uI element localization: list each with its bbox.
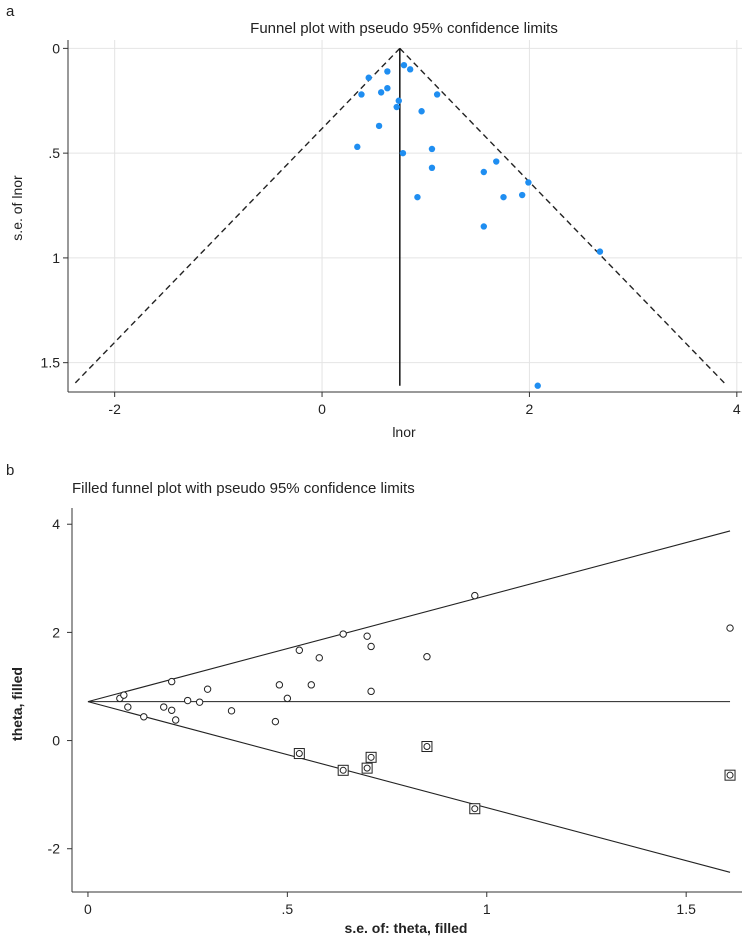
panel-a-study-point	[399, 149, 407, 157]
panel-b-imputed-study-point	[471, 805, 479, 813]
panel-a-study-point	[534, 382, 541, 389]
panel-a-study-point	[428, 164, 436, 172]
panel-b-title: Filled funnel plot with pseudo 95% confi…	[72, 480, 415, 497]
panel-a-study-point	[418, 108, 425, 115]
panel-a-study-point	[480, 223, 488, 230]
panel-b-x-axis-label: s.e. of: theta, filled	[345, 920, 468, 936]
panel-b-y-tick-label: 0	[52, 733, 60, 749]
panel-b-observed-study-point	[307, 681, 315, 689]
panel-a-x-tick-label: 0	[318, 401, 326, 417]
panel-a-study-point	[500, 193, 507, 201]
panel-b-imputed-study-point	[423, 743, 431, 751]
panel-b-observed-study-point	[120, 691, 128, 699]
panel-b-y-tick-label: -2	[48, 841, 61, 857]
panel-b-y-tick-label: 4	[52, 516, 60, 532]
panel-b-observed-study-point	[168, 706, 176, 714]
panel-b-y-tick-label: 2	[52, 624, 60, 640]
panel-a-study-point	[358, 91, 365, 98]
panel-a-study-point	[377, 89, 385, 96]
panel-a-title: Funnel plot with pseudo 95% confidence l…	[250, 20, 558, 37]
panel-b-imputed-study-point	[367, 753, 375, 761]
panel-b-observed-study-point	[183, 696, 192, 705]
panel-b-observed-study-point	[339, 630, 347, 638]
panel-a-study-point	[428, 145, 436, 153]
panel-b-x-tick-label: .5	[282, 901, 294, 917]
panel-a-study-point	[414, 193, 421, 201]
panel-b-x-tick-label: 1.5	[676, 901, 696, 917]
panel-a-y-tick-label: 1.5	[41, 355, 61, 371]
panel-a-x-axis-label: lnor	[392, 424, 416, 440]
panel-a-study-point	[525, 179, 532, 186]
panel-a: a Funnel plot with pseudo 95% confidence…	[6, 3, 742, 440]
panel-a-funnel-lines	[72, 47, 728, 387]
panel-a-y-tick-label: 1	[52, 250, 60, 266]
panel-b-observed-study-point	[367, 687, 375, 696]
panel-b-imputed-study-point	[726, 771, 734, 779]
panel-a-gridlines	[68, 40, 742, 392]
panel-b-lower-confidence-limit	[87, 701, 731, 873]
panel-a-study-point	[493, 158, 500, 165]
panel-a-points	[354, 61, 604, 389]
panel-a-lower-confidence-limit	[72, 47, 401, 387]
panel-b-x-tick-label: 0	[84, 901, 92, 917]
panel-a-study-point	[384, 84, 391, 92]
panel-b-observed-study-point	[271, 717, 280, 726]
panel-a-axes: 0 .5 1 1.5 -2 0 2 4	[41, 40, 742, 417]
panel-a-study-point	[406, 66, 414, 73]
panel-b-observed-study-point	[203, 685, 212, 693]
panel-a-study-point	[480, 168, 488, 176]
panel-b-observed-study-point	[171, 716, 180, 724]
panel-b-imputed-study-point	[339, 766, 347, 774]
panel-b-x-tick-label: 1	[483, 901, 491, 917]
panel-b-imputed-study-point	[295, 750, 303, 758]
panel-b-observed-study-point	[423, 653, 431, 661]
panel-a-study-point	[596, 248, 604, 255]
panel-a-study-point	[400, 61, 408, 69]
panel-b-observed-study-point	[283, 694, 292, 703]
panel-b-points	[116, 591, 736, 815]
panel-a-study-point	[433, 91, 441, 98]
panel-b-y-axis-label: theta, filled	[9, 667, 25, 741]
panel-a-study-point	[395, 97, 402, 104]
panel-b-observed-study-point	[227, 707, 236, 715]
panel-a-x-tick-label: -2	[108, 401, 121, 417]
panel-b-observed-study-point	[363, 632, 371, 640]
panel-b-imputed-study-point	[363, 764, 371, 772]
panel-a-x-tick-label: 4	[733, 401, 741, 417]
panel-b-observed-study-point	[124, 703, 132, 711]
panel-b-observed-study-point	[367, 642, 375, 651]
panel-a-upper-confidence-limit	[399, 47, 728, 387]
panel-b-observed-study-point	[315, 654, 323, 662]
panel-b-observed-study-point	[471, 591, 479, 600]
panel-a-x-tick-label: 2	[526, 401, 534, 417]
panel-a-study-point	[384, 68, 391, 75]
panel-b-funnel-lines	[87, 530, 731, 873]
panel-a-study-point	[365, 74, 372, 81]
panel-a-y-tick-label: .5	[48, 145, 60, 161]
panel-a-study-point	[354, 143, 361, 151]
panel-b-axes: -2 0 2 4 0 .5 1 1.5	[48, 508, 742, 917]
panel-b-label: b	[6, 462, 14, 479]
panel-b-observed-study-point	[160, 703, 168, 711]
panel-b-observed-study-point	[168, 677, 176, 686]
panel-b-upper-confidence-limit	[87, 530, 731, 703]
panel-b-observed-study-point	[726, 624, 734, 632]
panel-b-observed-study-point	[295, 646, 304, 654]
panel-a-study-point	[518, 191, 526, 199]
panel-b-observed-study-point	[275, 681, 284, 689]
panel-b-observed-study-point	[195, 698, 204, 706]
panel-a-y-tick-label: 0	[52, 40, 60, 56]
panel-b-observed-study-point	[140, 713, 148, 721]
panel-b: b Filled funnel plot with pseudo 95% con…	[6, 462, 742, 936]
panel-a-label: a	[6, 3, 15, 20]
panel-a-y-axis-label: s.e. of lnor	[9, 175, 25, 241]
panel-a-study-point	[393, 103, 400, 111]
panel-a-study-point	[375, 122, 383, 130]
